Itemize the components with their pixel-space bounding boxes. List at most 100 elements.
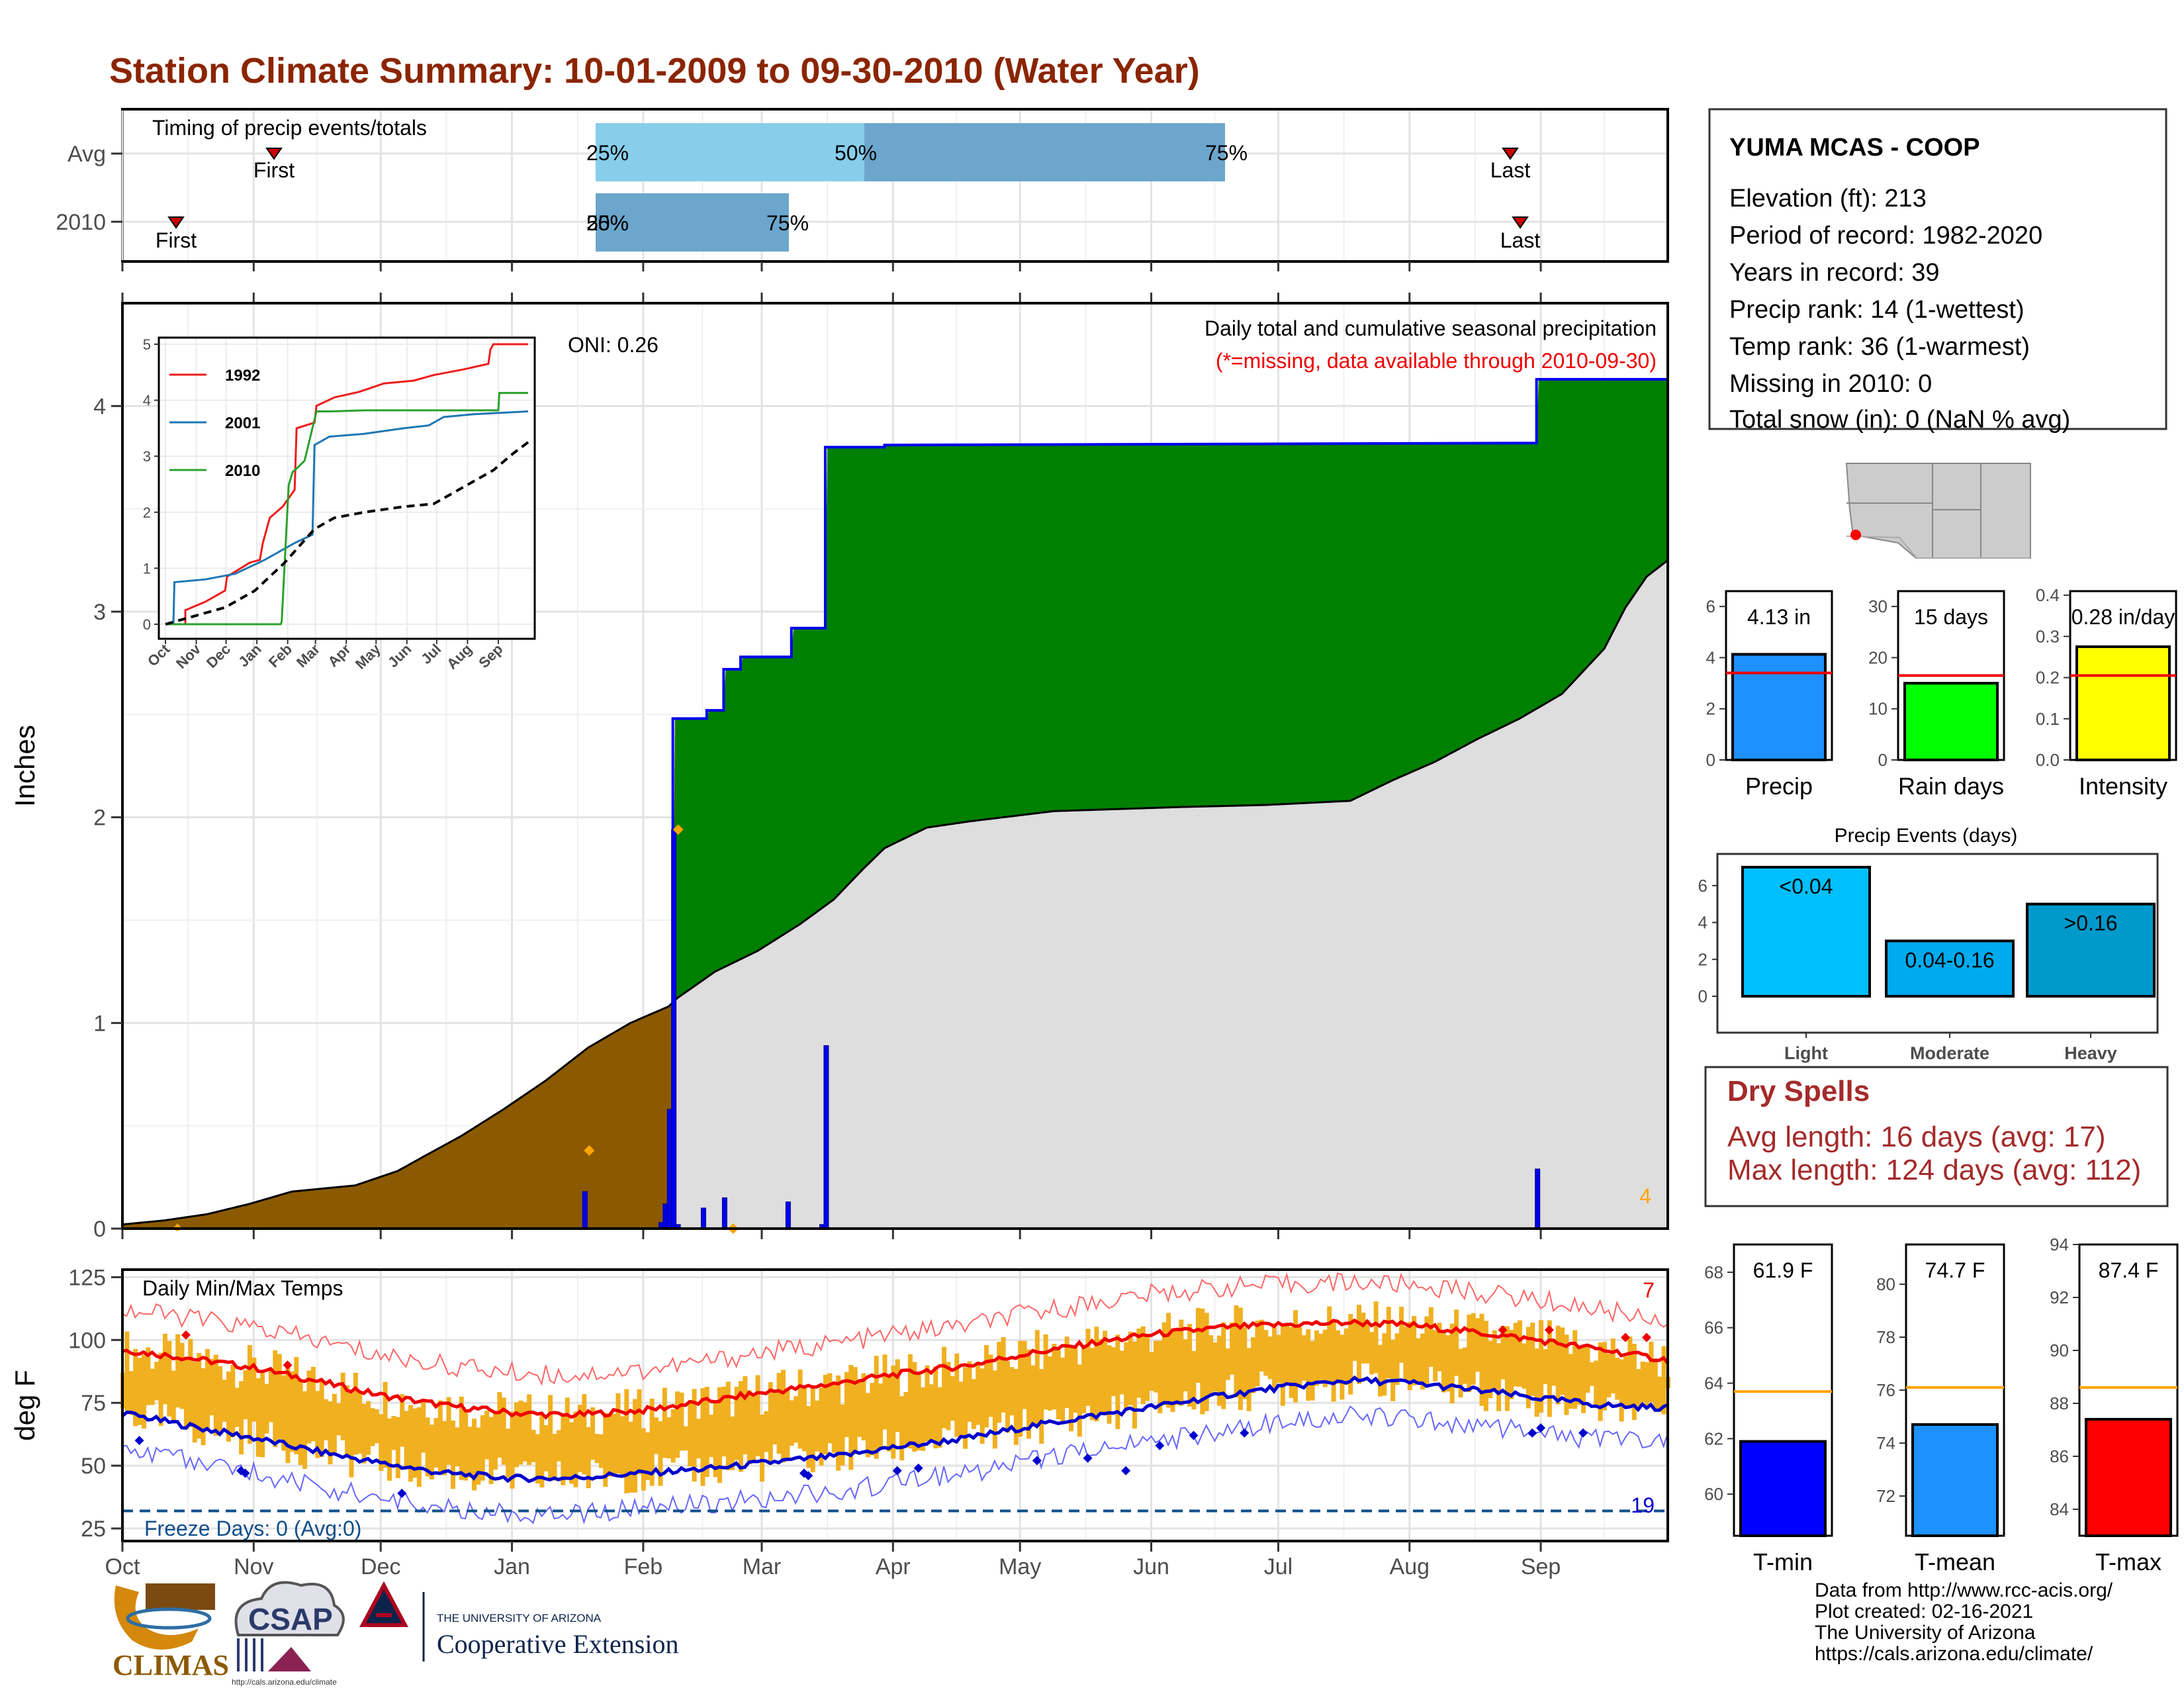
daily-temp-range-bar [201,1368,206,1446]
summary-value-label: 0.28 in/day [2071,605,2175,629]
daily-temp-range-bar [878,1383,884,1450]
inset-legend-label: 2010 [225,462,260,480]
summary-value-label: 87.4 F [2099,1258,2159,1282]
y2010-50-75-bar [596,193,789,252]
daily-temp-range-bar [1424,1316,1430,1385]
summary-y-tick-label: 4 [1706,647,1715,667]
precip-corner-count: 4 [1639,1184,1651,1208]
timing-row-avg: Avg [68,142,106,167]
trace-marker-icon [584,1145,595,1156]
daily-temp-range-bar [1018,1340,1023,1437]
daily-temp-range-bar [929,1384,934,1442]
daily-temp-range-bar [1610,1338,1615,1393]
climas-ring-icon [126,1607,212,1630]
daily-temp-range-bar [1390,1339,1396,1401]
daily-temp-range-bar [1645,1362,1650,1409]
daily-temp-range-bar [1191,1350,1197,1410]
footer-line-4: https://cals.arizona.edu/climate/ [1815,1643,2093,1665]
daily-temp-range-bar [1357,1305,1361,1384]
daily-temp-range-bar [1293,1310,1298,1403]
record-low-marker-icon [1155,1440,1165,1450]
daily-temp-range-bar [1343,1328,1349,1385]
daily-temp-range-bar [1437,1323,1442,1372]
events-bar-label: <0.04 [1780,874,1833,898]
daily-temp-range-bar [1377,1344,1383,1397]
events-y-tick-label: 6 [1698,876,1707,896]
daily-temp-range-bar [857,1380,862,1437]
daily-temp-range-bar [1153,1340,1158,1393]
daily-temp-range-bar [840,1404,845,1466]
daily-precip-bar [1535,1168,1541,1229]
daily-precip-bar [700,1207,706,1229]
daily-temp-range-bar [865,1393,870,1458]
daily-temp-range-bar [1412,1316,1417,1385]
daily-temp-range-bar [175,1334,181,1408]
precip-panel: 0 1 2 3 4 Inches Daily total and cumulative … [9,293,1669,1242]
y2010-25-label: 25% [586,211,629,235]
summary-y-tick-label: 0.0 [2036,750,2060,770]
daily-temp-range-bar [619,1416,625,1477]
daily-temp-range-bar [446,1397,451,1465]
daily-precip-bar [785,1201,791,1229]
daily-temp-range-bar [230,1364,236,1438]
daily-temp-range-bar [836,1375,841,1471]
daily-temp-range-bar [146,1347,151,1405]
station-snow: Total snow (in): 0 (NaN % avg) [1729,406,2070,434]
record-low-marker-icon [1578,1428,1588,1438]
inset-y-tick-label: 5 [143,336,151,353]
daily-temp-range-bar [1589,1362,1594,1386]
daily-temp-range-bar [1572,1330,1578,1409]
daily-temp-range-bar [1001,1336,1006,1413]
daily-temp-range-bar [1009,1367,1015,1416]
daily-temp-range-bar [801,1385,807,1452]
daily-temp-range-bar [1039,1369,1044,1444]
daily-temp-range-bar [357,1391,363,1454]
daily-temp-range-bar [387,1418,392,1481]
daily-temp-range-bar [886,1376,891,1452]
daily-temp-range-bar [1179,1319,1184,1406]
daily-temp-range-bar [205,1348,210,1432]
daily-temp-range-bar [717,1387,723,1483]
summary-y-tick-label: 80 [1876,1274,1895,1294]
daily-temp-range-bar [1043,1334,1048,1410]
daily-temp-range-bar [759,1415,764,1482]
temp-frame [121,1268,1669,1542]
daily-temp-range-bar [277,1354,282,1439]
daily-temp-range-bar [666,1417,672,1459]
record-high-marker-icon [1544,1325,1554,1335]
daily-temp-range-bar [1492,1330,1497,1391]
events-bar-Light [1741,866,1871,998]
events-bar-Heavy [2026,902,2156,998]
station-precip-rank: Precip rank: 14 (1-wettest) [1729,296,2025,324]
temp-panel: 25 50 75 100 125 Oct Nov Dec Jan Feb Mar Apr May Jun… [9,1265,1670,1579]
daily-temp-range-bar [243,1370,248,1420]
summary-category-label: Rain days [1898,773,2004,800]
daily-temp-range-bar [1564,1335,1569,1415]
daily-temp-range-bar [514,1402,519,1468]
daily-temp-range-bar [1094,1327,1099,1422]
daily-temp-range-bar [1200,1308,1205,1415]
station-missing: Missing in 2010: 0 [1729,370,1932,398]
precip-y-label: Inches [9,725,40,807]
events-y-tick-label: 0 [1698,986,1707,1006]
avg-first-marker [265,148,283,160]
daily-temp-range-bar [861,1373,866,1440]
daily-temp-range-bar [1111,1347,1116,1397]
daily-temp-range-bar [870,1383,875,1456]
inset-legend: 1992 2001 2010 [169,367,260,480]
daily-temp-range-bar [874,1356,879,1459]
daily-temp-range-bar [361,1403,367,1464]
daily-temp-range-bar [1195,1307,1201,1383]
inset-series-1992 [165,343,528,626]
footer-line-3: The University of Arizona [1815,1622,2036,1644]
csap-logo-text: CSAP [248,1602,333,1636]
daily-temp-range-bar [1488,1340,1493,1399]
record-low-marker-icon [1536,1423,1546,1433]
daily-temp-range-bar [1539,1320,1544,1413]
daily-temp-range-bar [1272,1323,1277,1391]
temp-y-axis: 25 50 75 100 125 [68,1265,122,1542]
daily-temp-range-bar [1318,1333,1324,1381]
daily-temp-range-bar [1416,1338,1421,1382]
daily-temp-range-bar [984,1345,989,1428]
